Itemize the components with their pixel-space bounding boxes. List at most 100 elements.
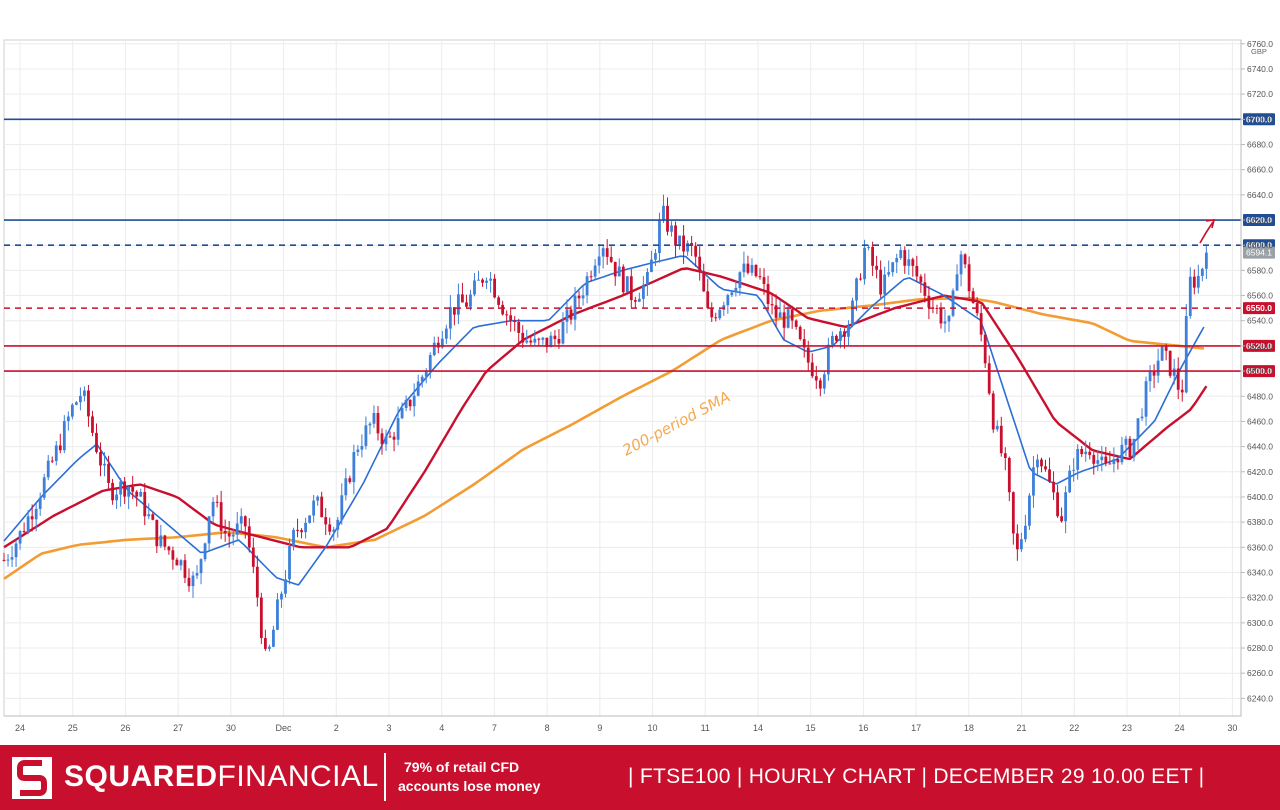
candle-body [1176, 368, 1180, 390]
level-badge-label: 6620.0 [1246, 215, 1272, 225]
candle-body [1092, 455, 1096, 464]
level-badge [1243, 113, 1275, 126]
candle-body [629, 276, 633, 301]
candle-body [875, 265, 879, 270]
y-tick-label: 6640.0 [1247, 190, 1273, 200]
candle-body [332, 529, 336, 532]
candle-body [658, 220, 661, 254]
y-tick-label: 6620.0 [1247, 215, 1273, 225]
candle-body [111, 482, 114, 501]
candle-body [440, 338, 444, 348]
candle-body [272, 629, 275, 647]
candle-body [1116, 459, 1120, 463]
candle-body [698, 256, 702, 272]
candle-body [774, 305, 778, 318]
candle-body [432, 342, 436, 356]
candle-body [899, 250, 903, 259]
candle-body [316, 496, 320, 501]
level-badge [1243, 365, 1275, 378]
x-tick-label: 16 [858, 723, 868, 733]
candle-body [388, 436, 392, 438]
candle-body [155, 519, 159, 547]
x-tick-label: 30 [1227, 723, 1237, 733]
candle-body [247, 526, 251, 548]
candle-body [782, 312, 786, 328]
candle-body [1188, 276, 1192, 317]
candle-body [268, 646, 271, 649]
x-tick-label: 24 [1175, 723, 1185, 733]
candle-body [171, 550, 175, 560]
candle-body [280, 593, 283, 600]
candle-body [412, 395, 416, 407]
up-arrow-head-icon [1205, 219, 1216, 229]
candle-body [730, 292, 734, 296]
candle-body [1160, 346, 1164, 361]
candle-body [356, 449, 360, 453]
candle-body [175, 559, 179, 566]
candle-body [509, 315, 513, 321]
candle-body [87, 390, 90, 417]
y-tick-label: 6560.0 [1247, 291, 1273, 301]
brand-light: FINANCIAL [217, 760, 379, 793]
candle-body [1172, 368, 1176, 376]
candle-body [231, 534, 235, 537]
candle-body [798, 326, 802, 340]
candle-body [1056, 492, 1059, 517]
candle-body [99, 452, 102, 466]
candle-body [243, 516, 247, 527]
x-tick-label: 26 [120, 723, 130, 733]
candle-body [139, 491, 143, 497]
x-tick-label: 7 [492, 723, 497, 733]
candle-body [995, 425, 999, 430]
x-tick-label: 11 [701, 723, 710, 733]
candle-body [830, 335, 834, 345]
candle-body [927, 295, 931, 308]
candle-body [444, 328, 448, 339]
candle-body [485, 280, 488, 283]
candle-body [979, 313, 983, 335]
candle-body [682, 235, 685, 252]
candle-body [1088, 451, 1092, 456]
candle-body [1032, 467, 1035, 496]
candle-body [147, 514, 151, 517]
candle-body [1011, 492, 1015, 534]
candle-body [420, 376, 424, 382]
candle-body [887, 272, 891, 275]
candle-body [292, 529, 295, 547]
candle-body [1132, 438, 1136, 458]
candle-body [991, 393, 995, 430]
candle-body [127, 486, 131, 497]
candle-body [1084, 451, 1088, 455]
y-tick-label: 6320.0 [1247, 593, 1273, 603]
candle-body [557, 338, 561, 344]
y-tick-label: 6720.0 [1247, 89, 1273, 99]
candle-body [1104, 456, 1108, 464]
candle-body [199, 559, 203, 574]
candle-body [6, 559, 10, 561]
level-badge-label: 6520.0 [1246, 341, 1272, 351]
candle-body [259, 597, 263, 639]
chart-svg: 6700.0 6620.0 6600.0 6550.0 6520.0 6500.0 6594… [2, 39, 1275, 733]
x-tick-label: 30 [226, 723, 236, 733]
candle-body [1019, 539, 1023, 550]
candle-layer [2, 194, 1208, 652]
candle-body [300, 530, 303, 533]
candle-body [553, 335, 557, 339]
candle-body [50, 460, 54, 462]
candle-body [501, 304, 505, 315]
candle-body [320, 496, 324, 518]
candle-body [219, 502, 223, 531]
candle-body [597, 256, 601, 266]
candle-body [276, 599, 279, 630]
candle-body [473, 280, 476, 295]
candle-body [686, 242, 690, 252]
candle-body [706, 291, 710, 308]
sma-red-line [3, 267, 1208, 549]
candle-body [336, 519, 340, 530]
candle-body [794, 320, 798, 327]
candle-body [943, 321, 947, 324]
candle-body [891, 262, 895, 273]
candle-body [364, 425, 368, 446]
candle-body [521, 332, 525, 343]
candle-body [187, 577, 191, 587]
